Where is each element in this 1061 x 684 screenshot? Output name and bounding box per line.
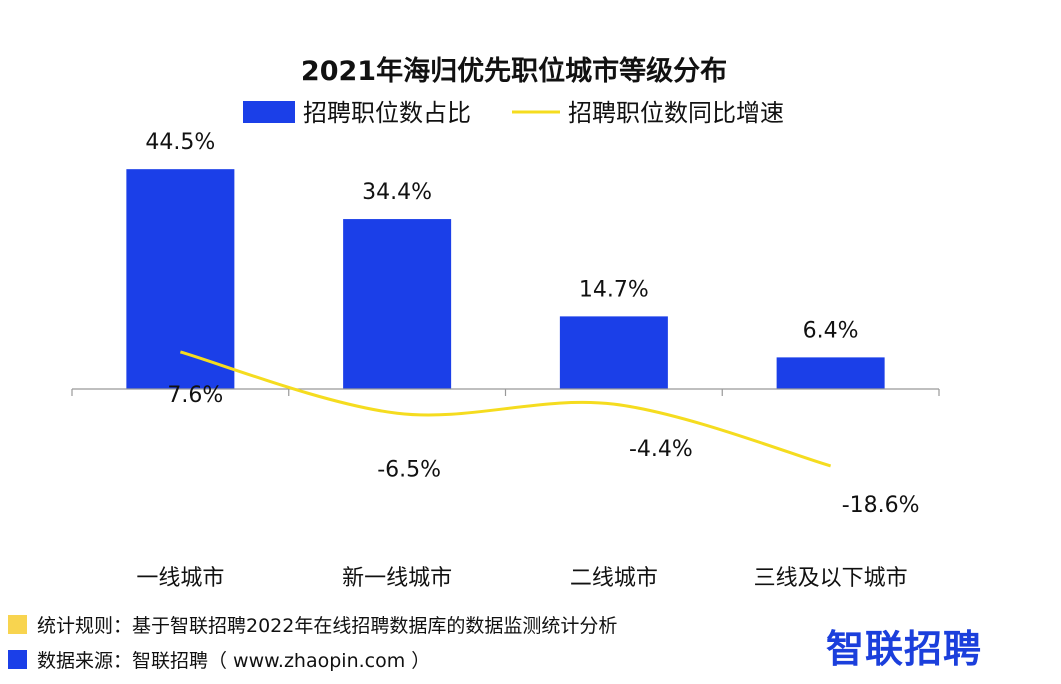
growth-line (179, 350, 832, 468)
category-label: 新一线城市 (342, 566, 452, 591)
data-source-note: 数据来源：智联招聘（ www.zhaopin.com ） (8, 646, 430, 673)
growth-line-path (179, 350, 832, 468)
bar-value-label: 44.5% (145, 130, 215, 155)
statistics-rule-note: 统计规则：基于智联招聘2022年在线招聘数据库的数据监测统计分析 (8, 611, 617, 638)
growth-value-label: -4.4% (629, 437, 693, 462)
x-axis-tick-labels: 一线城市 新一线城市 二线城市 三线及以下城市 (136, 566, 907, 591)
bars (126, 169, 885, 389)
bar-value-label: 34.4% (362, 180, 432, 205)
source-swatch (8, 650, 27, 669)
legend-bar-label: 招聘职位数占比 (303, 99, 471, 127)
data-labels: 44.5% 34.4% 14.7% 6.4% 7.6% -6.5% -4.4% -18.6% (145, 130, 919, 518)
category-label: 一线城市 (136, 566, 224, 591)
growth-value-label: 7.6% (167, 383, 223, 408)
bar (126, 169, 235, 389)
data-source-text: 数据来源：智联招聘（ www.zhaopin.com ） (37, 650, 431, 672)
bar (559, 316, 668, 389)
legend: 招聘职位数占比 招聘职位数同比增速 (243, 99, 784, 127)
bar-value-label: 14.7% (579, 277, 649, 302)
legend-bar-swatch (243, 101, 295, 123)
growth-value-label: -18.6% (842, 493, 920, 518)
bar (776, 357, 885, 389)
x-axis (71, 388, 940, 396)
legend-line-label: 招聘职位数同比增速 (568, 99, 784, 127)
category-label: 二线城市 (570, 566, 658, 591)
bar-value-label: 6.4% (803, 318, 859, 343)
chart-title: 2021年海归优先职位城市等级分布 (301, 55, 727, 87)
growth-value-label: -6.5% (377, 457, 441, 482)
zhaopin-logo: 智联招聘 (826, 627, 983, 671)
rule-swatch (8, 615, 27, 634)
statistics-rule-text: 统计规则：基于智联招聘2022年在线招聘数据库的数据监测统计分析 (37, 615, 618, 637)
bar (343, 219, 452, 389)
category-label: 三线及以下城市 (754, 566, 908, 591)
